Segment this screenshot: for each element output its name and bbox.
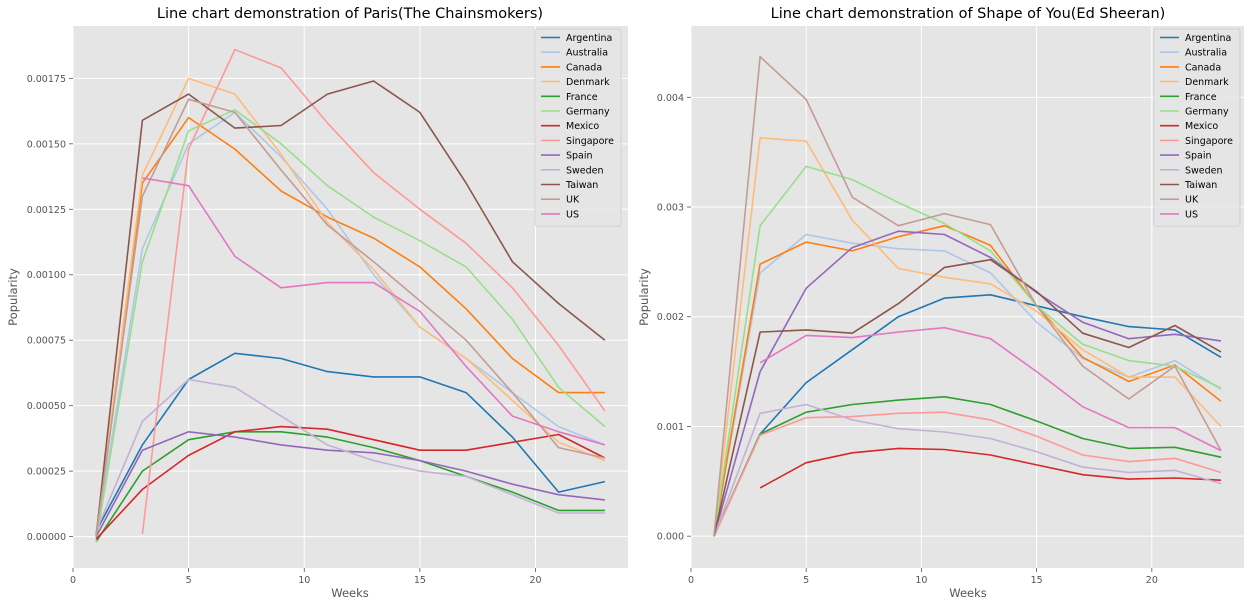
series-line-spain bbox=[95, 430, 605, 537]
legend: Argentina Australia Canada Denmark France Ger… bbox=[1153, 28, 1241, 227]
legend-label-us: US bbox=[566, 209, 579, 220]
series-line-us bbox=[759, 326, 1222, 452]
series-line-france bbox=[713, 395, 1222, 537]
series-line-germany bbox=[713, 165, 1222, 537]
series-lines bbox=[713, 55, 1222, 537]
legend-label-spain: Spain bbox=[1185, 151, 1212, 162]
x-tick-label: 10 bbox=[298, 575, 310, 586]
legend-label-canada: Canada bbox=[1185, 62, 1221, 73]
y-tick-label: 0.003 bbox=[657, 203, 684, 214]
legend-label-argentina: Argentina bbox=[566, 33, 612, 44]
series-line-mexico bbox=[759, 447, 1222, 489]
x-tick-label: 20 bbox=[1146, 575, 1158, 586]
series-line-taiwan bbox=[713, 258, 1222, 537]
y-tick-label: 0.00175 bbox=[27, 74, 66, 85]
series-line-mexico bbox=[95, 425, 606, 540]
series-line-denmark bbox=[713, 137, 1222, 537]
x-tick-label: 10 bbox=[915, 575, 927, 586]
series-line-uk bbox=[713, 55, 1222, 537]
y-axis-label: Popularity bbox=[6, 268, 20, 326]
y-tick-label: 0.00025 bbox=[27, 467, 66, 478]
series-line-taiwan bbox=[95, 80, 606, 537]
y-tick-label: 0.000 bbox=[657, 532, 684, 543]
legend-label-us: US bbox=[1185, 209, 1198, 220]
series-line-germany bbox=[95, 109, 606, 542]
x-tick-label: 0 bbox=[70, 575, 76, 586]
legend-label-uk: UK bbox=[566, 195, 580, 206]
series-line-australia bbox=[95, 111, 606, 537]
series-line-singapore bbox=[713, 411, 1222, 537]
y-tick-label: 0.001 bbox=[657, 422, 684, 433]
legend-box bbox=[534, 28, 622, 227]
y-tick-label: 0.00100 bbox=[27, 270, 66, 281]
series-line-sweden bbox=[713, 403, 1222, 537]
series-line-canada bbox=[95, 116, 605, 537]
legend-label-singapore: Singapore bbox=[566, 136, 614, 147]
y-tick-label: 0.00125 bbox=[27, 205, 66, 216]
y-tick-label: 0.00075 bbox=[27, 336, 66, 347]
legend-label-canada: Canada bbox=[566, 62, 602, 73]
series-line-canada bbox=[713, 224, 1222, 537]
legend-label-sweden: Sweden bbox=[566, 165, 604, 176]
y-tick-label: 0.00150 bbox=[27, 139, 66, 150]
legend-label-france: France bbox=[1185, 92, 1217, 103]
y-tick-label: 0.004 bbox=[657, 93, 684, 104]
y-tick-label: 0.00000 bbox=[27, 532, 66, 543]
series-line-us bbox=[142, 177, 606, 446]
chart-title: Line chart demonstration of Paris(The Ch… bbox=[157, 6, 543, 22]
legend-label-taiwan: Taiwan bbox=[1184, 180, 1217, 191]
x-tick-label: 0 bbox=[688, 575, 694, 586]
x-axis-label: Weeks bbox=[949, 586, 987, 600]
legend-label-germany: Germany bbox=[566, 107, 610, 118]
legend-label-uk: UK bbox=[1185, 195, 1199, 206]
x-tick-label: 5 bbox=[803, 575, 809, 586]
series-line-australia bbox=[713, 233, 1222, 537]
legend-label-taiwan: Taiwan bbox=[565, 180, 598, 191]
series-line-singapore bbox=[141, 48, 606, 535]
series-line-sweden bbox=[95, 378, 605, 532]
series-line-france bbox=[95, 430, 605, 543]
gridlines bbox=[690, 26, 1244, 568]
legend-label-australia: Australia bbox=[566, 48, 608, 59]
legend-label-germany: Germany bbox=[1185, 107, 1229, 118]
series-lines bbox=[95, 48, 606, 543]
legend-label-sweden: Sweden bbox=[1185, 165, 1223, 176]
legend-label-argentina: Argentina bbox=[1185, 33, 1231, 44]
legend: Argentina Australia Canada Denmark France Ger… bbox=[534, 28, 622, 227]
x-axis-label: Weeks bbox=[331, 586, 369, 600]
series-line-spain bbox=[713, 230, 1222, 537]
chart-panel-paris: Line chart demonstration of Paris(The Ch… bbox=[6, 6, 628, 600]
x-tick-label: 15 bbox=[1031, 575, 1043, 586]
legend-label-singapore: Singapore bbox=[1185, 136, 1233, 147]
y-tick-label: 0.002 bbox=[657, 312, 684, 323]
legend-label-denmark: Denmark bbox=[1185, 77, 1229, 88]
series-line-argentina bbox=[95, 352, 606, 532]
legend-label-mexico: Mexico bbox=[566, 121, 599, 132]
y-axis-label: Popularity bbox=[637, 268, 651, 326]
legend-label-australia: Australia bbox=[1185, 48, 1227, 59]
series-line-denmark bbox=[95, 77, 606, 537]
chart-title: Line chart demonstration of Shape of You… bbox=[771, 6, 1166, 22]
legend-label-denmark: Denmark bbox=[566, 77, 610, 88]
legend-label-france: France bbox=[566, 92, 598, 103]
legend-label-mexico: Mexico bbox=[1185, 121, 1218, 132]
y-tick-label: 0.00050 bbox=[27, 401, 66, 412]
x-tick-label: 20 bbox=[529, 575, 541, 586]
series-line-uk bbox=[95, 98, 606, 537]
x-tick-label: 15 bbox=[414, 575, 426, 586]
chart-panel-shape-of-you: Line chart demonstration of Shape of You… bbox=[637, 6, 1244, 600]
legend-box bbox=[1153, 28, 1241, 227]
legend-label-spain: Spain bbox=[566, 151, 593, 162]
series-line-argentina bbox=[713, 293, 1222, 537]
x-tick-label: 5 bbox=[186, 575, 192, 586]
